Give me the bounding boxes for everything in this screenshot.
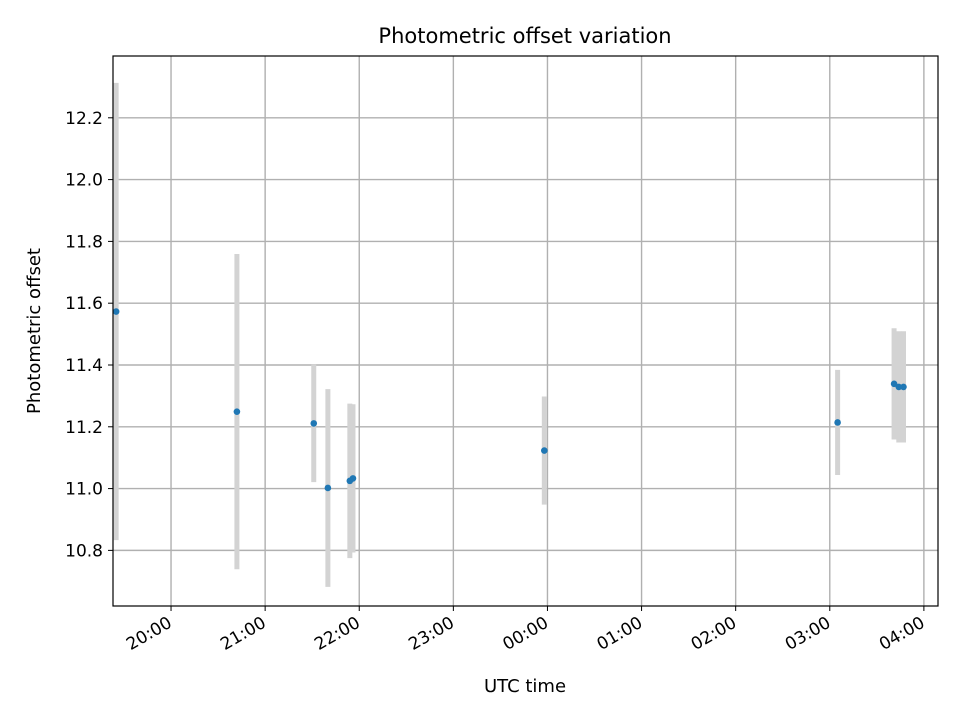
y-axis-title: Photometric offset	[24, 248, 45, 414]
x-tick-label: 04:00	[876, 613, 928, 655]
x-tick-label: 20:00	[123, 613, 175, 655]
y-tick-label: 12.0	[65, 171, 103, 191]
data-point	[900, 383, 907, 391]
y-axis: 10.8 11.0 11.2 11.4 11.6 11.8 12.0 12.2	[65, 109, 113, 561]
plot-frame	[112, 55, 939, 607]
data-point	[541, 447, 548, 454]
x-tick-label: 22:00	[311, 613, 363, 655]
y-tick-label: 11.6	[65, 294, 103, 314]
data-point	[834, 419, 841, 426]
data-point	[310, 420, 318, 427]
x-tick-label: 21:00	[217, 613, 269, 655]
x-axis-title: UTC time	[484, 676, 566, 697]
x-tick-label: 00:00	[500, 613, 552, 655]
grid	[113, 56, 938, 606]
y-tick-label: 11.8	[65, 232, 103, 252]
y-tick-label: 11.4	[65, 356, 103, 376]
data-point	[895, 383, 903, 391]
data-point	[112, 308, 120, 315]
x-axis: 20:00 21:00 22:00 23:00 00:00 01:00 02:00 03:00…	[123, 606, 928, 655]
error-bars	[113, 82, 906, 587]
data-point	[349, 475, 357, 482]
chart-title: Photometric offset variation	[378, 24, 671, 48]
y-tick-label: 10.8	[65, 541, 103, 561]
data-point	[233, 408, 241, 415]
data-point	[890, 380, 898, 388]
x-tick-label: 03:00	[782, 613, 834, 655]
x-tick-label: 02:00	[688, 613, 740, 655]
x-tick-label: 01:00	[594, 613, 646, 655]
data-point	[324, 484, 332, 492]
x-tick-label: 23:00	[405, 613, 457, 655]
y-tick-label: 11.0	[65, 480, 103, 500]
y-tick-label: 12.2	[65, 109, 103, 129]
y-tick-label: 11.2	[65, 418, 103, 438]
data-points	[112, 308, 907, 492]
